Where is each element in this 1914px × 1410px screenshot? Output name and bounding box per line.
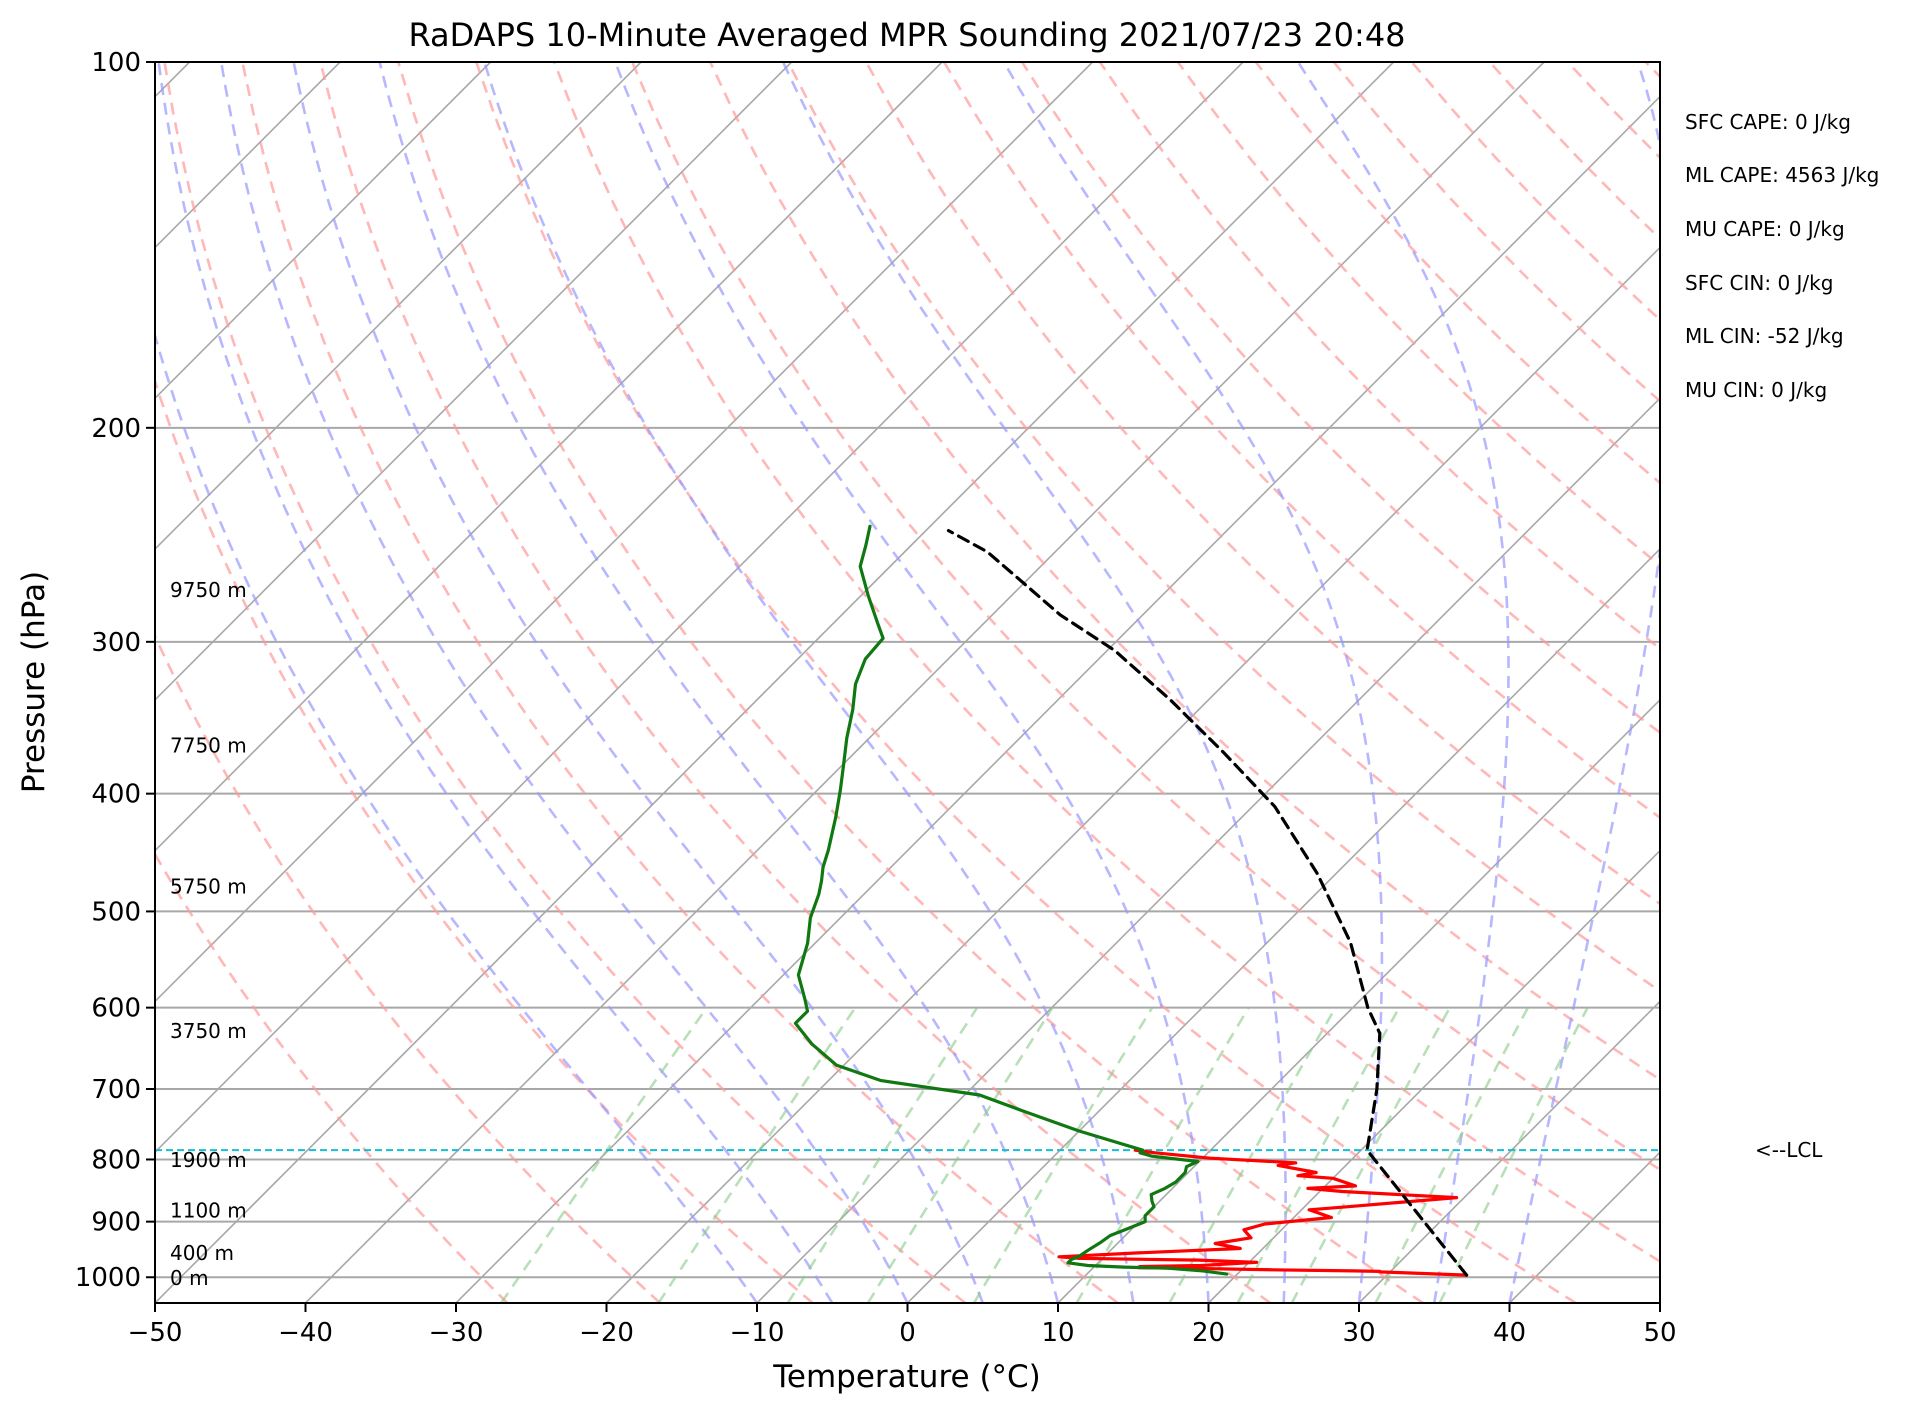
y-tick-label: 500 <box>91 897 141 927</box>
height-label: 9750 m <box>170 578 247 602</box>
x-axis-label: Temperature (°C) <box>772 1359 1041 1395</box>
x-tick-label: −10 <box>730 1318 785 1348</box>
height-label: 3750 m <box>170 1019 247 1043</box>
lcl-label: <--LCL <box>1755 1138 1823 1162</box>
mu-cape-label: MU CAPE: 0 J/kg <box>1685 217 1845 241</box>
x-tick-label: 0 <box>899 1318 916 1348</box>
y-tick-label: 600 <box>91 994 141 1024</box>
y-tick-label: 200 <box>91 414 141 444</box>
mu-cin-label: MU CIN: 0 J/kg <box>1685 378 1827 402</box>
x-tick-label: −30 <box>429 1318 484 1348</box>
y-tick-label: 1000 <box>75 1263 141 1293</box>
y-tick-label: 700 <box>91 1075 141 1105</box>
sfc-cape-label: SFC CAPE: 0 J/kg <box>1685 110 1851 134</box>
chart-title: RaDAPS 10-Minute Averaged MPR Sounding 2… <box>408 16 1405 54</box>
x-tick-label: 30 <box>1342 1318 1375 1348</box>
height-label: 1900 m <box>170 1148 247 1172</box>
x-tick-label: 10 <box>1041 1318 1074 1348</box>
sfc-cin-label: SFC CIN: 0 J/kg <box>1685 271 1833 295</box>
x-tick-label: 50 <box>1643 1318 1676 1348</box>
height-label: 1100 m <box>170 1198 247 1222</box>
ml-cin-label: ML CIN: -52 J/kg <box>1685 324 1844 348</box>
x-tick-label: −50 <box>128 1318 183 1348</box>
y-tick-label: 300 <box>91 628 141 658</box>
x-tick-label: −20 <box>579 1318 634 1348</box>
y-tick-label: 900 <box>91 1208 141 1238</box>
x-tick-label: −40 <box>278 1318 333 1348</box>
height-label: 400 m <box>170 1241 234 1265</box>
height-label: 0 m <box>170 1266 209 1290</box>
height-label: 7750 m <box>170 733 247 757</box>
y-axis-label: Pressure (hPa) <box>16 571 52 793</box>
x-tick-label: 20 <box>1192 1318 1225 1348</box>
y-tick-label: 800 <box>91 1145 141 1175</box>
y-tick-label: 400 <box>91 780 141 810</box>
ml-cape-label: ML CAPE: 4563 J/kg <box>1685 163 1879 187</box>
y-tick-label: 100 <box>91 48 141 78</box>
height-label: 5750 m <box>170 875 247 899</box>
x-tick-label: 40 <box>1493 1318 1526 1348</box>
